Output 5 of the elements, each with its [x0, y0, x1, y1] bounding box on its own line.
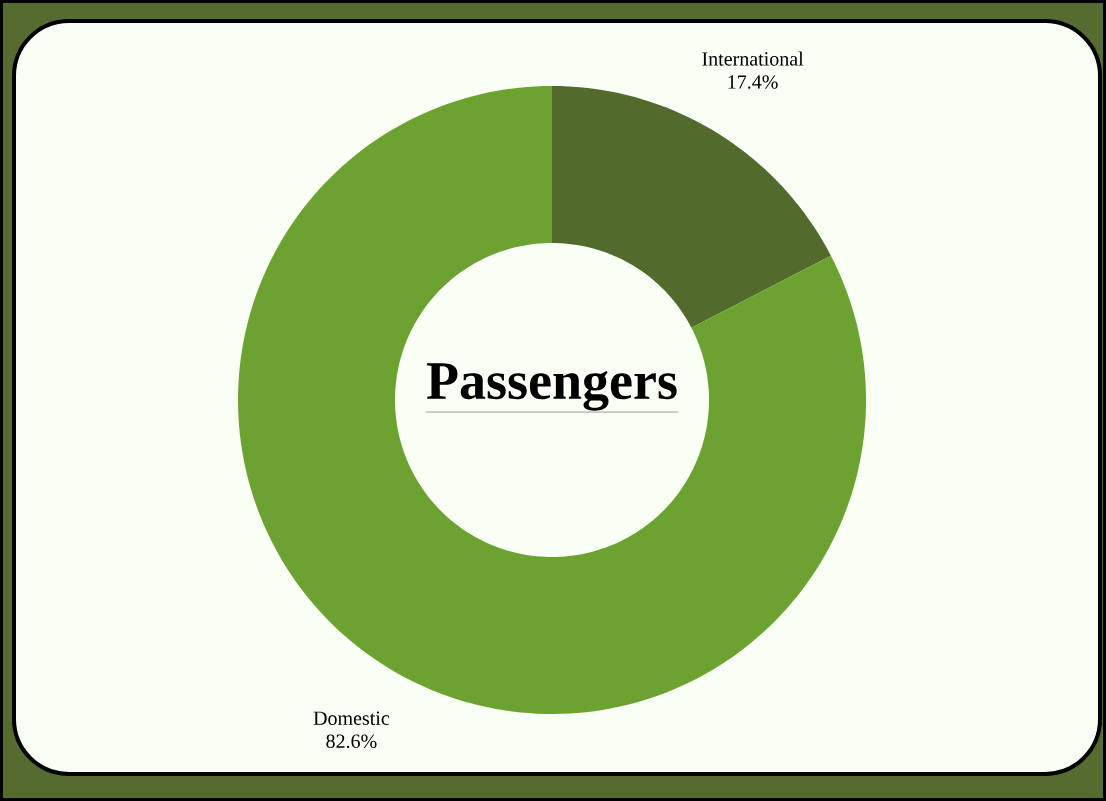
slice-label: Domestic — [313, 711, 390, 725]
slice-label: International — [702, 51, 804, 66]
data-label: 82.6% — [326, 734, 377, 749]
data-label: 17.4% — [728, 75, 778, 89]
text: Passengers — [426, 363, 677, 411]
